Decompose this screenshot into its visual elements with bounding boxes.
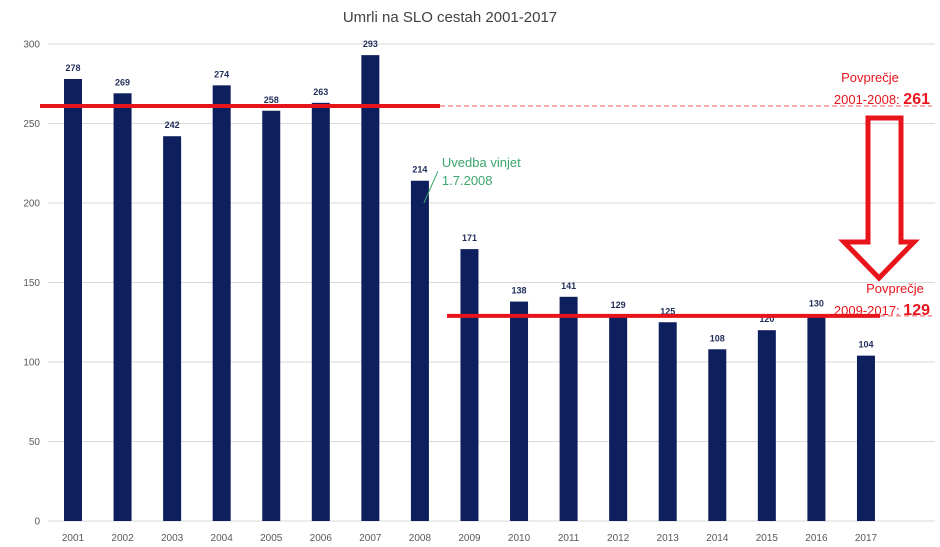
data-label-2017: 104 <box>858 340 873 350</box>
data-label-2016: 130 <box>809 298 824 308</box>
bar-2014 <box>708 349 727 521</box>
x-tick-label: 2003 <box>161 533 184 544</box>
data-label-2003: 242 <box>165 120 180 130</box>
chart-title: Umrli na SLO cestah 2001-2017 <box>343 9 557 26</box>
average-2009-2017-value: 129 <box>903 302 930 319</box>
data-label-2002: 269 <box>115 77 130 87</box>
data-label-2011: 141 <box>561 281 576 291</box>
data-label-2009: 171 <box>462 233 477 243</box>
x-tick-label: 2004 <box>211 533 234 544</box>
vignette-leader-line <box>423 170 439 204</box>
average-2001-2008-value: 261 <box>903 91 930 108</box>
bar-2015 <box>757 330 776 521</box>
bar-2002 <box>113 93 132 521</box>
x-tick-label: 2015 <box>756 533 779 544</box>
y-tick-label: 150 <box>23 278 40 289</box>
y-tick-label: 300 <box>23 40 40 51</box>
x-tick-label: 2017 <box>855 533 878 544</box>
down-arrow-icon <box>838 115 920 282</box>
x-tick-label: 2013 <box>657 533 680 544</box>
vignette-label: Uvedba vinjet <box>442 155 521 170</box>
vignette-date: 1.7.2008 <box>442 173 493 188</box>
y-tick-label: 0 <box>34 517 40 528</box>
x-tick-label: 2011 <box>558 533 580 544</box>
data-label-2008: 214 <box>412 165 427 175</box>
data-label-2005: 258 <box>264 95 279 105</box>
bar-2001 <box>64 78 82 521</box>
bar-2016 <box>807 314 826 521</box>
bar-2004 <box>212 85 231 521</box>
bar-2008 <box>410 180 429 522</box>
x-tick-label: 2009 <box>458 533 481 544</box>
data-label-2013: 125 <box>660 306 675 316</box>
average-2001-2008-label: Povprečje <box>841 70 899 85</box>
bar-2005 <box>262 110 281 521</box>
data-label-2014: 108 <box>710 333 725 343</box>
bar-2013 <box>658 322 677 521</box>
x-tick-label: 2008 <box>409 533 432 544</box>
average-2001-2008-range: 2001-2008: 261 <box>834 91 930 108</box>
data-label-2010: 138 <box>512 286 527 296</box>
average-2009-2017-range: 2009-2017: 129 <box>834 302 930 319</box>
x-tick-label: 2010 <box>508 533 531 544</box>
data-label-2015: 120 <box>759 314 774 324</box>
x-tick-label: 2001 <box>62 533 85 544</box>
data-label-2007: 293 <box>363 39 378 49</box>
bar-2012 <box>609 315 628 521</box>
y-tick-label: 50 <box>29 437 41 448</box>
bar-2009 <box>460 249 479 522</box>
bar-2011 <box>559 296 578 521</box>
y-tick-label: 200 <box>23 199 40 210</box>
bar-2007 <box>361 55 380 521</box>
bar-2003 <box>163 136 182 521</box>
data-label-2001: 278 <box>65 63 80 73</box>
y-tick-label: 100 <box>23 358 40 369</box>
data-label-2012: 129 <box>611 300 626 310</box>
bar-2006 <box>311 102 330 521</box>
bar-2017 <box>856 355 875 521</box>
x-tick-label: 2014 <box>706 533 729 544</box>
x-tick-label: 2007 <box>359 533 382 544</box>
y-tick-label: 250 <box>23 119 40 130</box>
average-2009-2017-label: Povprečje <box>866 281 924 296</box>
x-tick-label: 2002 <box>111 533 134 544</box>
x-tick-label: 2016 <box>805 533 828 544</box>
x-tick-label: 2012 <box>607 533 630 544</box>
x-tick-label: 2005 <box>260 533 283 544</box>
data-label-2004: 274 <box>214 69 229 79</box>
data-label-2006: 263 <box>313 87 328 97</box>
bar-2010 <box>510 301 529 521</box>
x-tick-label: 2006 <box>310 533 333 544</box>
